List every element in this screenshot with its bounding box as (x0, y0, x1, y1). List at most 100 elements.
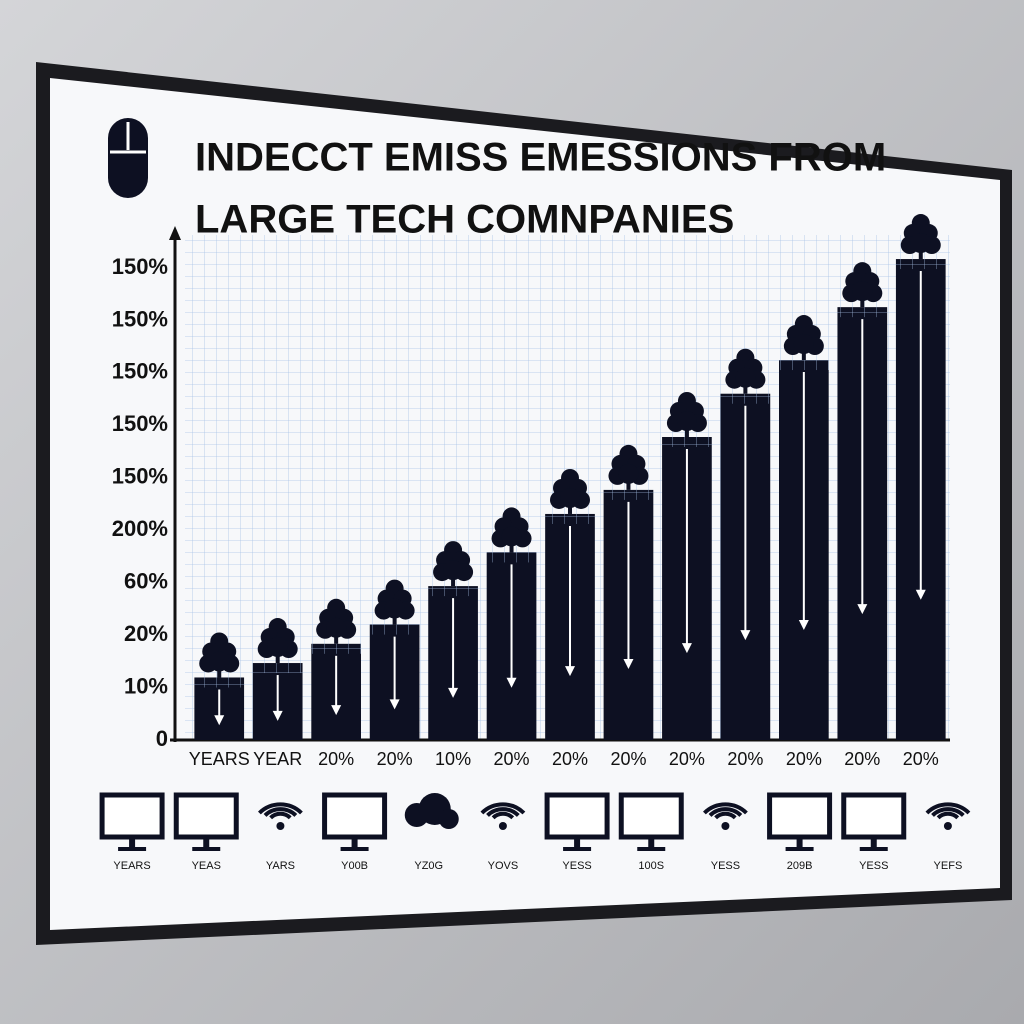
x-tick-label: YEAR (253, 749, 302, 769)
tree-leaf (676, 411, 697, 431)
y-axis-arrow (169, 226, 181, 240)
tree-leaf (267, 637, 288, 658)
tree-icon (199, 632, 240, 678)
tree-leaf (560, 487, 580, 508)
screen-icon (767, 792, 833, 840)
y-axis-label: 150% (112, 306, 168, 331)
tree-leaf (793, 334, 814, 355)
screen-stand (203, 838, 210, 848)
icon-caption: YEAS (192, 860, 221, 872)
device-icon (99, 792, 165, 851)
tree-trunk (392, 616, 397, 625)
y-axis-label: 20% (124, 621, 168, 646)
y-axis-label: 150% (112, 359, 168, 384)
bar-arrow-head (565, 666, 575, 677)
screen-stand (648, 838, 655, 848)
screen-icon (544, 792, 610, 840)
wifi-dot (276, 822, 285, 830)
tree-trunk (626, 481, 631, 490)
screen-icon (841, 792, 907, 840)
bar-arrow-head (389, 699, 400, 710)
tree-leaf (326, 617, 347, 638)
screen-icon (322, 792, 388, 840)
icon-caption: YESS (859, 860, 888, 872)
bar-dots (486, 552, 537, 563)
title-line: LARGE TECH COMNPANIES (195, 198, 734, 242)
tree-leaf (852, 281, 873, 302)
icon-caption: Y00B (341, 860, 368, 872)
wifi-arc (931, 807, 965, 817)
tree-icon (900, 214, 941, 260)
tree-icon (316, 598, 357, 644)
x-tick-label: 10% (435, 749, 471, 769)
bar-arrow-head (681, 643, 692, 654)
wifi-arc (480, 802, 526, 815)
bar-arrow-head (915, 589, 926, 600)
tree-trunk (684, 429, 689, 437)
tree-leaf (735, 367, 756, 388)
tree-trunk (217, 669, 222, 678)
wifi-dot (721, 822, 730, 830)
wifi-arc (925, 802, 971, 815)
bar-dots (662, 437, 712, 447)
tree-trunk (860, 299, 865, 308)
icon-caption: YZ0G (414, 860, 443, 872)
y-axis-label: 0 (156, 726, 168, 751)
bar-arrow-head (857, 604, 868, 615)
device-icon (703, 802, 748, 830)
tree-leaf (910, 233, 931, 254)
x-tick-label: 20% (377, 749, 413, 769)
tree-leaf (209, 651, 230, 672)
bar-arrow-head (331, 705, 342, 716)
x-tick-label: 20% (610, 749, 646, 769)
bar-dots (720, 393, 771, 404)
device-icon (404, 793, 459, 829)
device-icon (480, 802, 526, 830)
bar-dots (428, 586, 478, 597)
x-tick-label: 20% (552, 749, 588, 769)
bar-arrow-head (798, 620, 809, 631)
y-axis-label: 150% (112, 254, 168, 279)
title-line: INDECCT EMISS EMESSIONS FROM (195, 136, 886, 180)
y-axis-label: 150% (112, 464, 168, 489)
wifi-arc (269, 811, 292, 820)
bar-arrow-head (214, 715, 225, 726)
wifi-arc (708, 807, 743, 817)
wifi-arc (714, 811, 737, 820)
device-icon (618, 792, 684, 851)
device-icon (258, 802, 303, 830)
wifi-arc (263, 807, 298, 817)
tree-leaf (384, 598, 405, 619)
device-icon (544, 792, 610, 851)
tree-icon (433, 541, 474, 587)
y-axis-label: 10% (124, 673, 168, 698)
tree-icon (491, 507, 532, 553)
wifi-dot (943, 822, 952, 830)
device-icon (322, 792, 388, 851)
tree-icon (783, 315, 824, 361)
bar-dots (194, 677, 245, 688)
tree-trunk (568, 505, 572, 514)
icon-caption: YARS (266, 860, 295, 872)
icon-caption: YOVS (488, 860, 519, 872)
device-icon (925, 802, 971, 830)
tree-icon (842, 262, 883, 308)
device-icon (841, 792, 907, 851)
wifi-arc (491, 811, 515, 820)
bar-arrow-head (740, 630, 751, 641)
bar-arrow-head (448, 687, 459, 698)
device-icon (767, 792, 833, 851)
device-icon (173, 792, 239, 851)
tree-trunk (275, 655, 280, 664)
icon-caption: 100S (638, 860, 664, 872)
wifi-arc (703, 802, 748, 815)
cloud-part (438, 809, 459, 829)
y-axis-label: 150% (112, 411, 168, 436)
screen-stand (796, 838, 803, 848)
screen-base (563, 847, 592, 851)
tree-icon (257, 618, 298, 664)
x-tick-label: 20% (903, 749, 939, 769)
bar-arrow-head (272, 710, 283, 721)
tree-trunk (918, 251, 923, 260)
